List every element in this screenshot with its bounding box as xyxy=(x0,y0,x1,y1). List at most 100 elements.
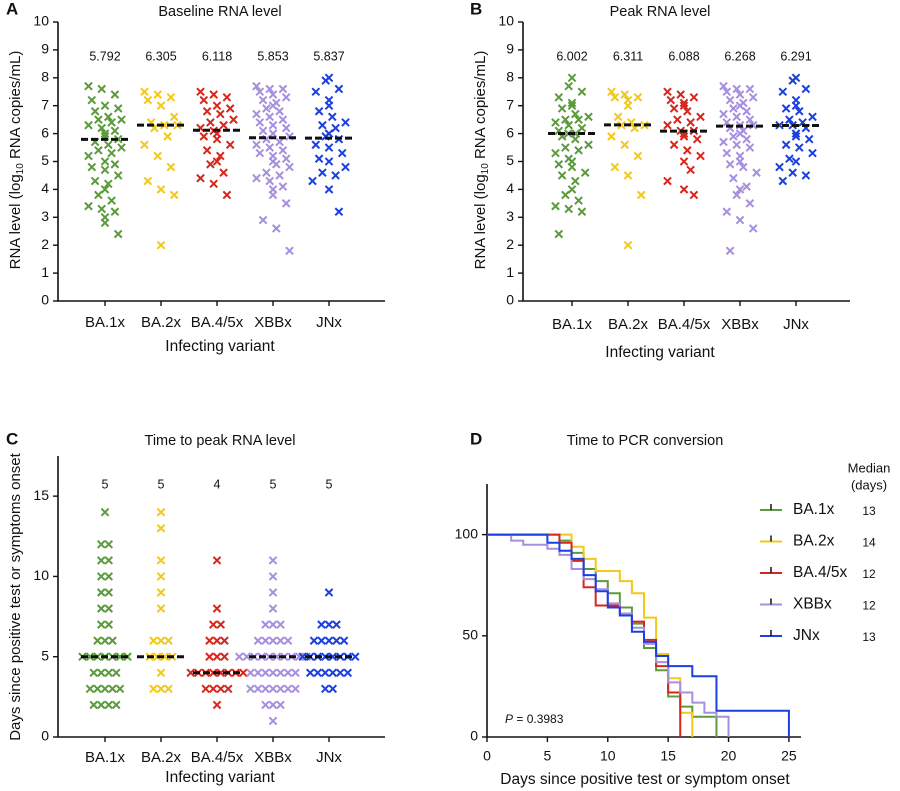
point xyxy=(104,620,114,629)
point xyxy=(341,118,350,127)
y-tick-label: 10 xyxy=(498,13,514,29)
point xyxy=(314,154,324,164)
point xyxy=(692,134,702,144)
point xyxy=(104,588,114,597)
y-tick-label: 1 xyxy=(506,264,514,280)
point xyxy=(96,556,106,565)
point xyxy=(620,140,630,150)
point xyxy=(268,190,278,200)
median-label: 6.118 xyxy=(202,49,232,63)
point xyxy=(271,159,281,169)
point xyxy=(298,652,308,662)
point xyxy=(584,140,593,150)
point xyxy=(202,146,212,155)
point xyxy=(676,90,686,99)
median-label: 6.088 xyxy=(668,49,699,63)
point xyxy=(103,140,113,150)
point xyxy=(567,185,577,194)
legend-median: 12 xyxy=(862,599,876,613)
point xyxy=(100,165,110,175)
median-label: 5.837 xyxy=(313,49,344,63)
y-tick-label: 1 xyxy=(41,264,49,280)
legend-median: 13 xyxy=(862,504,876,518)
point xyxy=(785,154,794,164)
point xyxy=(268,668,278,678)
point xyxy=(324,588,334,597)
point xyxy=(331,171,340,180)
point xyxy=(318,168,327,177)
point xyxy=(208,620,218,629)
point xyxy=(748,93,758,102)
point xyxy=(332,620,341,629)
point xyxy=(262,104,271,113)
median-label: 5 xyxy=(158,477,165,491)
point xyxy=(100,101,110,111)
point xyxy=(96,668,106,678)
y-tick-label: 50 xyxy=(462,627,478,643)
point xyxy=(350,652,360,662)
point xyxy=(696,151,705,161)
point xyxy=(140,140,149,150)
chart-title: Peak RNA level xyxy=(610,4,711,20)
point xyxy=(93,636,102,645)
point xyxy=(252,81,261,91)
point xyxy=(748,120,758,130)
point xyxy=(570,176,580,186)
point xyxy=(111,668,121,678)
point xyxy=(281,199,291,208)
point xyxy=(100,129,110,138)
median-label: 4 xyxy=(214,477,221,491)
point xyxy=(564,120,574,130)
point xyxy=(84,120,93,130)
point xyxy=(745,84,755,94)
point xyxy=(276,668,285,678)
point xyxy=(205,636,214,645)
y-tick-label: 7 xyxy=(41,96,49,112)
point xyxy=(140,87,149,97)
point xyxy=(633,93,643,102)
point xyxy=(253,636,263,645)
point xyxy=(791,101,801,111)
y-tick-label: 2 xyxy=(506,236,514,252)
point xyxy=(100,684,110,694)
point xyxy=(669,104,679,113)
point xyxy=(791,157,801,166)
point xyxy=(623,101,633,111)
point xyxy=(283,684,293,694)
y-tick-label: 2 xyxy=(41,236,49,252)
legend-median: 12 xyxy=(862,567,876,581)
point xyxy=(104,668,114,678)
point xyxy=(265,84,275,94)
point xyxy=(186,668,196,678)
point xyxy=(149,684,158,694)
point xyxy=(679,185,689,194)
legend-label: XBBx xyxy=(793,596,832,613)
point xyxy=(679,157,689,166)
point xyxy=(686,118,695,127)
point xyxy=(620,90,630,99)
point xyxy=(85,684,95,694)
point xyxy=(268,636,278,645)
x-tick-label: JNx xyxy=(783,316,809,333)
median-label: 5 xyxy=(270,477,277,491)
point xyxy=(564,81,574,91)
point xyxy=(794,143,804,152)
point xyxy=(246,684,255,694)
point xyxy=(318,120,327,130)
point xyxy=(775,162,784,172)
point xyxy=(673,115,682,124)
point xyxy=(164,684,173,694)
x-tick-label: 10 xyxy=(600,748,616,764)
point xyxy=(258,95,268,105)
point xyxy=(742,134,751,144)
point xyxy=(557,171,567,180)
y-axis-label: Days since positive test or symptoms ons… xyxy=(7,452,24,740)
x-axis-label: Infecting variant xyxy=(605,344,715,361)
median-label: 5 xyxy=(102,477,109,491)
point xyxy=(160,652,170,662)
point xyxy=(215,109,225,119)
point xyxy=(104,572,114,581)
point xyxy=(554,229,564,239)
point xyxy=(261,636,270,645)
point xyxy=(557,104,567,113)
